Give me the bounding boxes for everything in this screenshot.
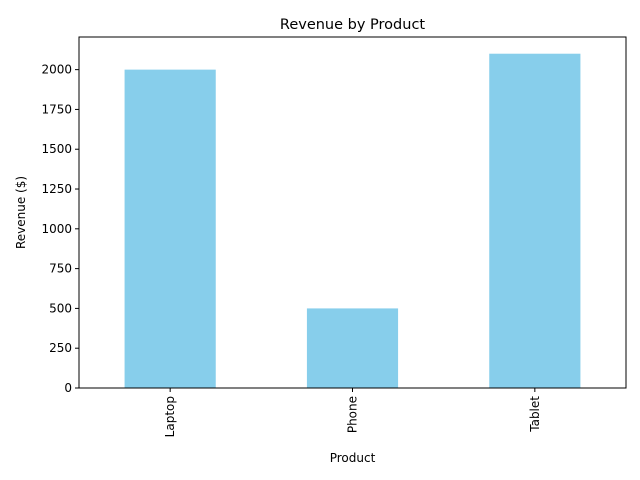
x-axis: Laptop Phone Tablet: [163, 388, 542, 437]
bar-phone: [306, 308, 399, 388]
bar-laptop: [124, 69, 216, 388]
y-tick-label: 500: [49, 301, 72, 315]
bars-layer: [124, 53, 581, 388]
x-axis-label: Product: [330, 451, 376, 465]
y-tick-label: 2000: [41, 63, 72, 77]
y-tick-label: 250: [49, 341, 72, 355]
plot-frame: [78, 36, 627, 389]
y-axis-label: Revenue ($): [14, 176, 28, 249]
y-tick-label: 1500: [41, 142, 72, 156]
y-tick-label: 1000: [41, 222, 72, 236]
x-tick-label: Tablet: [528, 396, 542, 433]
y-tick-label: 750: [49, 262, 72, 276]
y-tick-label: 1750: [41, 102, 72, 116]
x-tick-label: Laptop: [163, 396, 177, 437]
y-tick-label: 1250: [41, 182, 72, 196]
y-tick-label: 0: [64, 381, 72, 395]
y-axis: 0 250 500 750 1000 1250 1500 1750 2000: [41, 63, 79, 395]
bar-tablet: [489, 53, 581, 388]
chart-title: Revenue by Product: [280, 17, 426, 33]
x-tick-label: Phone: [346, 396, 360, 433]
